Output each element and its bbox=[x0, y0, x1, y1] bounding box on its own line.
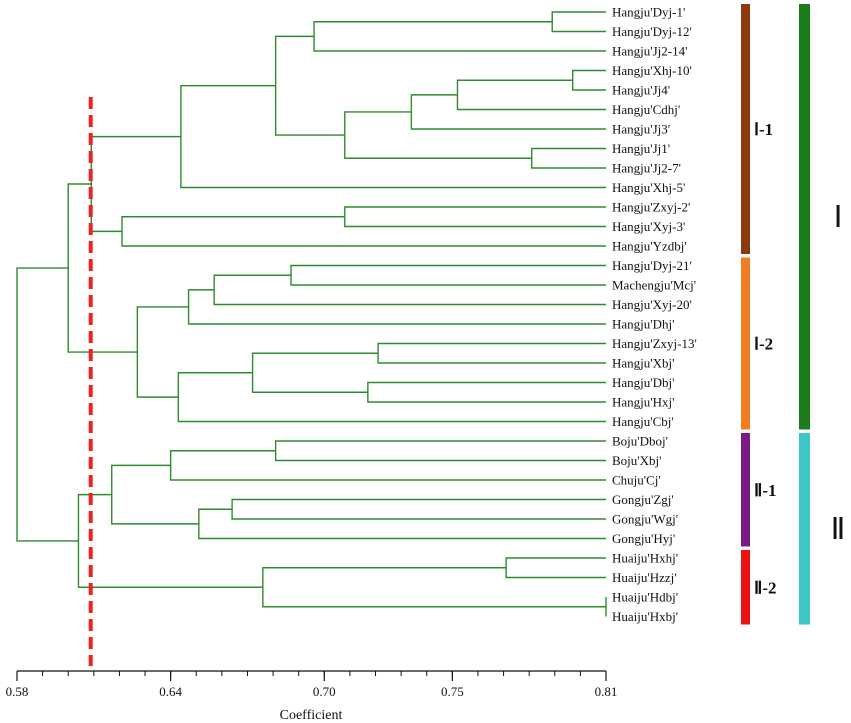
dendrogram-link bbox=[551, 11, 606, 33]
subgroup-label: Ⅰ-2 bbox=[754, 335, 773, 354]
x-tick-label: 0.64 bbox=[159, 684, 182, 699]
dendrogram-link bbox=[344, 206, 606, 228]
leaf-label: Hangju'Xbj' bbox=[612, 356, 674, 371]
leaf-label: Gongju'Hyj' bbox=[612, 531, 675, 546]
dendrogram-link bbox=[531, 147, 606, 169]
leaf-labels: Hangju'Dyj-1' Hangju'Dyj-12' Hangju'Jj2-14… bbox=[612, 5, 697, 625]
subgroup-label: Ⅱ-2 bbox=[754, 578, 777, 597]
dendrogram-link bbox=[180, 85, 606, 189]
leaf-label: Hangju'Dyj-21' bbox=[612, 258, 692, 273]
leaf-label: Hangju'Jj2-7' bbox=[612, 161, 681, 176]
cluster-label: Ⅰ bbox=[834, 201, 843, 234]
leaf-label: Hangju'Cdhj' bbox=[612, 102, 680, 117]
leaf-label: Huaiju'Hdbj' bbox=[612, 590, 678, 605]
dendrogram-link bbox=[274, 440, 606, 462]
x-axis: 0.58 0.64 0.70 0.75 0.81 bbox=[6, 670, 618, 699]
dendrogram-link bbox=[377, 342, 606, 364]
dendrogram-link bbox=[177, 372, 606, 423]
leaf-label: Hangju'Yzdbj' bbox=[612, 239, 687, 254]
leaf-label: Hangju'Xhj-10' bbox=[612, 63, 692, 78]
dendrogram-link bbox=[505, 557, 606, 579]
leaf-label: Huaiju'Hxbj' bbox=[612, 609, 678, 624]
subgroup-bar bbox=[741, 433, 750, 547]
dendrogram-link bbox=[213, 274, 606, 306]
cluster-label: Ⅱ bbox=[831, 513, 846, 546]
group-bars: Ⅰ-1 Ⅰ-2 Ⅱ-1 Ⅱ-2 Ⅰ Ⅱ bbox=[741, 4, 845, 625]
leaf-label: Hangju'Dyj-1' bbox=[612, 5, 685, 20]
leaf-label: Boju'Dboj' bbox=[612, 434, 668, 449]
subgroup-label: Ⅱ-1 bbox=[754, 481, 777, 500]
dendrogram-link bbox=[456, 79, 606, 111]
leaf-label: Gongju'Wgj' bbox=[612, 512, 678, 527]
dendrogram-link bbox=[77, 493, 263, 588]
dendrogram-link bbox=[16, 267, 79, 542]
dendrogram-link bbox=[572, 69, 606, 91]
leaf-label: Gongju'Zgj' bbox=[612, 492, 674, 507]
subgroup-bar bbox=[741, 4, 750, 254]
leaf-label: Hangju'Xyj-20' bbox=[612, 297, 692, 312]
dendrogram-link bbox=[187, 289, 606, 325]
leaf-label: Hangju'Jj2-14' bbox=[612, 44, 687, 59]
leaf-label: Hangju'Jj3' bbox=[612, 122, 670, 137]
dendrogram-link bbox=[111, 464, 199, 525]
dendrogram-link bbox=[344, 111, 532, 159]
leaf-label: Huaiju'Hxhj' bbox=[612, 551, 678, 566]
subgroup-bar bbox=[741, 257, 750, 430]
dendrogram-link bbox=[410, 94, 606, 130]
x-tick-label: 0.70 bbox=[313, 684, 336, 699]
x-tick-label: 0.81 bbox=[595, 684, 618, 699]
x-tick-label: 0.58 bbox=[6, 684, 29, 699]
dendrogram-links bbox=[16, 11, 607, 617]
dendrogram-link bbox=[136, 306, 189, 398]
leaf-label: Hangju'Xyj-3' bbox=[612, 219, 685, 234]
subgroup-label: Ⅰ-1 bbox=[754, 120, 773, 139]
leaf-label: Machengju'Mcj' bbox=[612, 278, 696, 293]
dendrogram-link bbox=[274, 35, 345, 136]
leaf-label: Chuju'Cj' bbox=[612, 473, 661, 488]
dendrogram-link bbox=[367, 381, 606, 403]
dendrogram-link bbox=[313, 21, 606, 52]
leaf-label: Hangju'Dhj' bbox=[612, 317, 674, 332]
dendrogram-link bbox=[290, 264, 606, 286]
dendrogram-link bbox=[231, 498, 606, 520]
cluster-bar bbox=[799, 4, 810, 430]
leaf-label: Hangju'Xhj-5' bbox=[612, 180, 685, 195]
subgroup-bar bbox=[741, 550, 750, 625]
x-axis-title: Coefficient bbox=[280, 708, 343, 723]
leaf-label: Huaiju'Hzzj' bbox=[612, 570, 677, 585]
dendrogram-link bbox=[67, 183, 138, 353]
leaf-label: Hangju'Jj1' bbox=[612, 141, 670, 156]
dendrogram-link bbox=[121, 216, 606, 247]
leaf-label: Hangju'Jj4' bbox=[612, 83, 670, 98]
x-tick-label: 0.75 bbox=[441, 684, 464, 699]
leaf-label: Boju'Xbj' bbox=[612, 453, 661, 468]
dendrogram-link bbox=[262, 567, 606, 608]
leaf-label: Hangju'Dbj' bbox=[612, 375, 674, 390]
leaf-label: Hangju'Cbj' bbox=[612, 414, 674, 429]
cluster-bar bbox=[799, 433, 810, 625]
leaf-label: Hangju'Zxyj-2' bbox=[612, 200, 690, 215]
leaf-label: Hangju'Dyj-12' bbox=[612, 24, 692, 39]
dendrogram-link bbox=[198, 508, 606, 540]
leaf-label: Hangju'Hxj' bbox=[612, 395, 674, 410]
leaf-label: Hangju'Zxyj-13' bbox=[612, 336, 697, 351]
dendrogram-link bbox=[169, 450, 606, 481]
dendrogram-link bbox=[251, 352, 379, 393]
